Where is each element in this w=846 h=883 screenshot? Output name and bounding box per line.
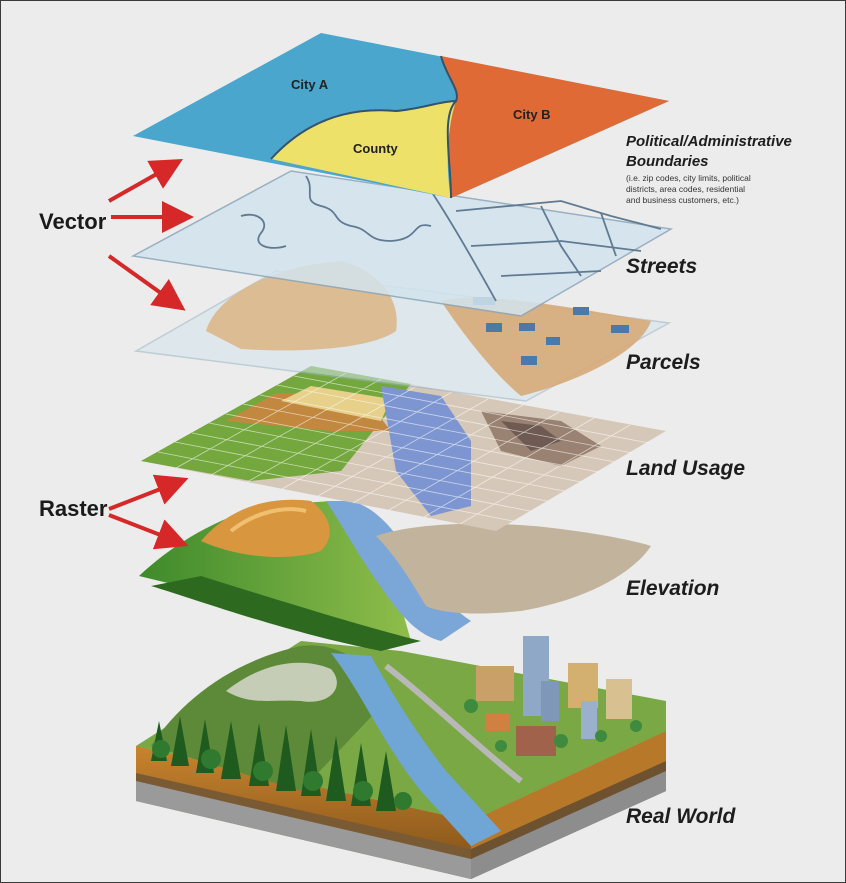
streets-layer bbox=[130, 170, 674, 317]
city-b-label: City B bbox=[513, 107, 551, 122]
raster-label: Raster bbox=[39, 496, 108, 521]
political-boundaries-layer: City A City B County bbox=[133, 33, 669, 199]
vector-label: Vector bbox=[39, 209, 107, 234]
city-b-region bbox=[441, 56, 669, 198]
real-world-river bbox=[331, 653, 501, 846]
political-note-line1: (i.e. zip codes, city limits, political bbox=[626, 173, 751, 183]
real-world-layer bbox=[136, 636, 666, 879]
parcels-label: Parcels bbox=[626, 351, 701, 374]
vector-arrows bbox=[107, 159, 194, 311]
real-world-buildings bbox=[476, 636, 632, 756]
county-label: County bbox=[353, 141, 399, 156]
raster-arrow-elevation bbox=[108, 513, 189, 550]
land-usage-layer bbox=[141, 366, 666, 531]
political-label-line1: Political/Administrative bbox=[626, 133, 792, 150]
county-region bbox=[271, 101, 456, 198]
vector-arrow-political bbox=[108, 159, 183, 203]
raster-arrow-land-usage bbox=[108, 474, 189, 511]
elevation-layer bbox=[139, 499, 651, 651]
political-note-line2: districts, area codes, residential bbox=[626, 184, 745, 194]
raster-arrows bbox=[108, 474, 189, 550]
city-a-label: City A bbox=[291, 77, 329, 92]
vector-arrow-parcels bbox=[107, 254, 186, 311]
real-world-label: Real World bbox=[626, 805, 736, 828]
elevation-label: Elevation bbox=[626, 577, 719, 600]
streets-label: Streets bbox=[626, 255, 697, 278]
political-note-line3: and business customers, etc.) bbox=[626, 195, 739, 205]
political-label-line2: Boundaries bbox=[626, 153, 709, 170]
land-usage-label: Land Usage bbox=[626, 457, 745, 480]
